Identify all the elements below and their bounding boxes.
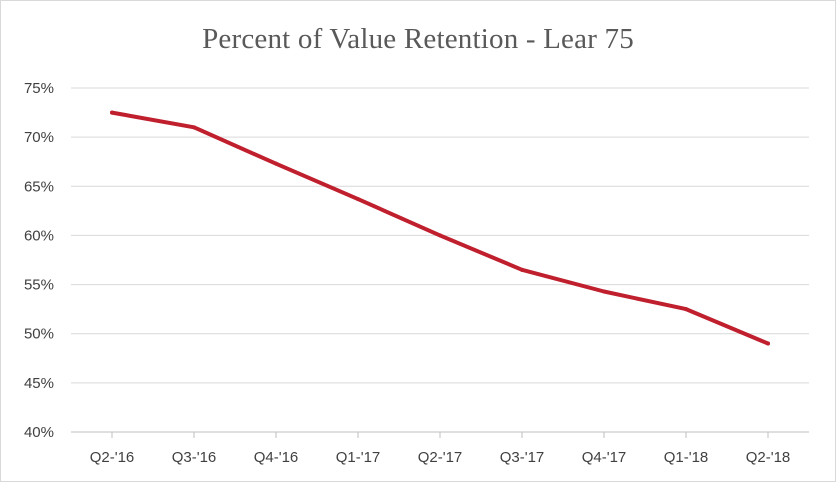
x-tick-label: Q3-'16 <box>172 449 217 466</box>
x-tick-label: Q1-'18 <box>664 449 709 466</box>
y-tick-label: 75% <box>24 80 54 97</box>
x-tick-label: Q1-'17 <box>336 449 381 466</box>
data-point <box>274 161 278 166</box>
x-tick-label: Q4-'17 <box>582 449 627 466</box>
x-tick-label: Q2-'18 <box>746 449 791 466</box>
y-tick-label: 55% <box>24 277 54 294</box>
y-tick-label: 45% <box>24 375 54 392</box>
data-point <box>684 307 688 312</box>
y-tick-label: 40% <box>24 424 54 441</box>
y-tick-label: 50% <box>24 326 54 343</box>
data-point <box>520 267 524 272</box>
chart-title: Percent of Value Retention - Lear 75 <box>202 23 634 55</box>
data-point <box>110 110 114 115</box>
data-point <box>438 233 442 238</box>
y-tick-label: 70% <box>24 129 54 146</box>
data-point <box>602 289 606 294</box>
data-point <box>356 197 360 202</box>
x-tick-label: Q2-'16 <box>90 449 135 466</box>
y-tick-label: 65% <box>24 178 54 195</box>
data-point <box>192 125 196 130</box>
x-tick-label: Q4-'16 <box>254 449 299 466</box>
x-tick-label: Q3-'17 <box>500 449 545 466</box>
x-tick-label: Q2-'17 <box>418 449 463 466</box>
y-tick-label: 60% <box>24 227 54 244</box>
series-line <box>110 110 770 346</box>
data-point <box>766 341 770 346</box>
